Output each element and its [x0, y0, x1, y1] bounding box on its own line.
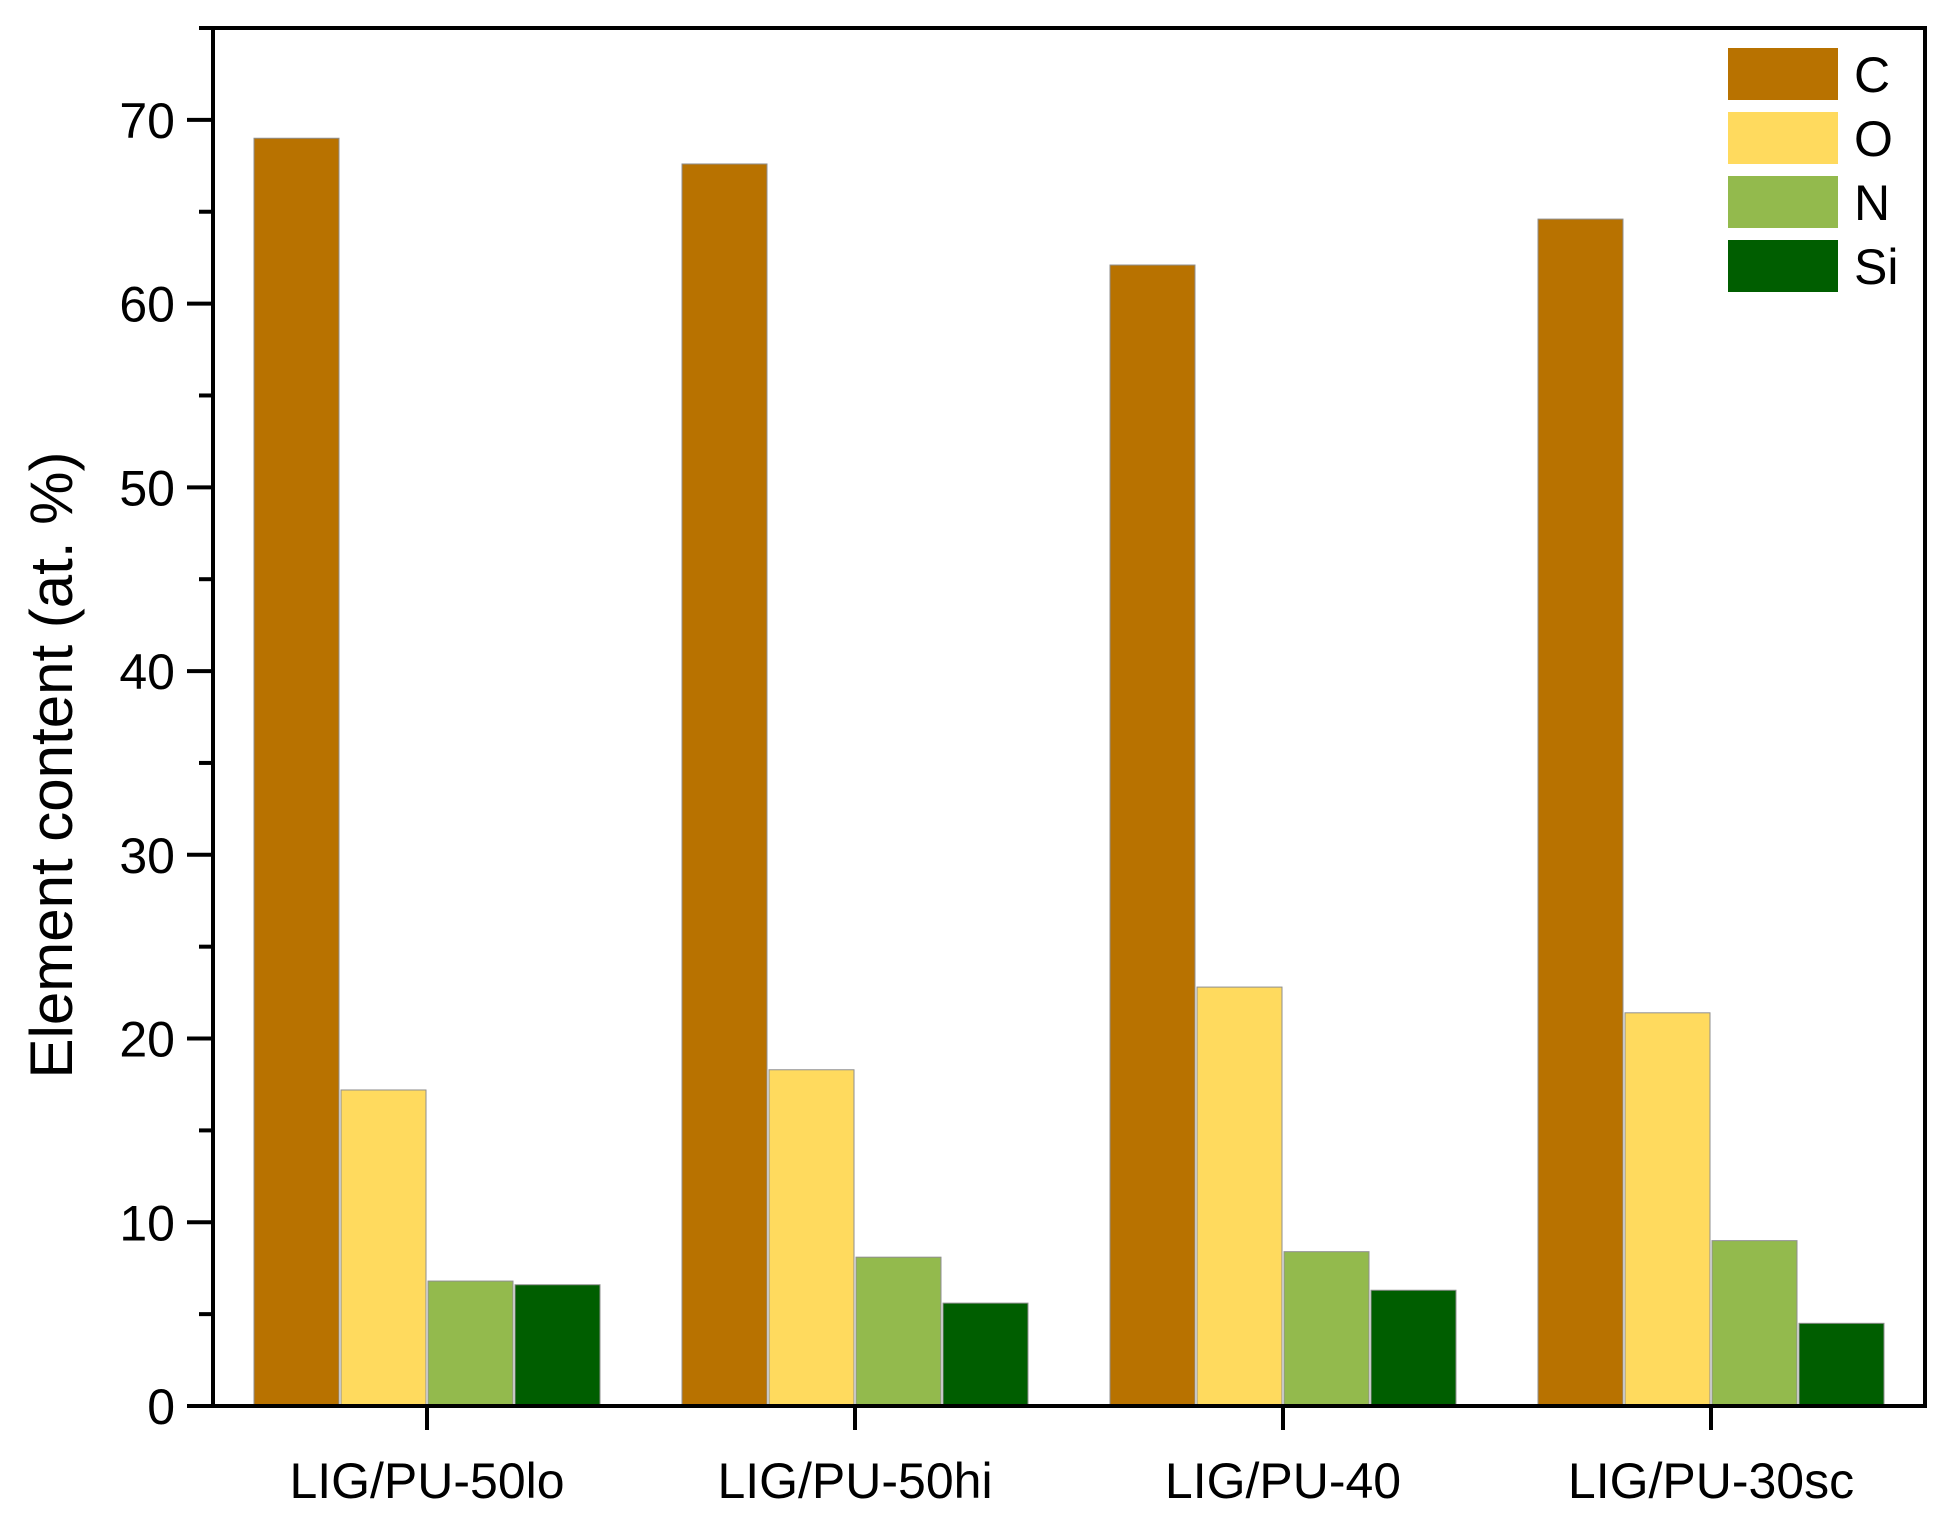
bar-o-2: [768, 1069, 855, 1407]
legend-swatch-o: [1728, 112, 1838, 164]
y-tick-label: 50: [119, 460, 175, 516]
legend-label-si: Si: [1854, 239, 1898, 295]
legend-swatch-c: [1728, 48, 1838, 100]
bar-n-2: [855, 1256, 942, 1407]
bar-n-3: [1283, 1251, 1370, 1407]
bar-o-1: [340, 1089, 427, 1407]
y-tick-label: 70: [119, 93, 175, 149]
x-tick-label: LIG/PU-50lo: [289, 1453, 564, 1509]
y-axis-title: Element content (at. %): [18, 452, 85, 1079]
bar-o-3: [1196, 986, 1283, 1407]
bar-n-1: [427, 1280, 514, 1407]
bar-si-4: [1798, 1322, 1885, 1407]
legend-label-n: N: [1854, 175, 1890, 231]
bar-si-3: [1370, 1289, 1457, 1407]
x-tick-label: LIG/PU-50hi: [717, 1453, 992, 1509]
y-axis: 0 10 20 30 40 50 60 70: [119, 26, 213, 1435]
y-tick-label: 40: [119, 644, 175, 700]
y-tick-label: 20: [119, 1012, 175, 1068]
legend-swatch-n: [1728, 176, 1838, 228]
bar-c-4: [1537, 218, 1624, 1407]
bar-n-4: [1711, 1240, 1798, 1407]
bars-layer: [253, 137, 1885, 1407]
bar-o-4: [1624, 1012, 1711, 1407]
bar-c-2: [681, 163, 768, 1407]
y-tick-label: 60: [119, 277, 175, 333]
legend-label-c: C: [1854, 47, 1890, 103]
legend-swatch-si: [1728, 240, 1838, 292]
x-axis: LIG/PU-50lo LIG/PU-50hi LIG/PU-40 LIG/PU-30…: [289, 1406, 1854, 1509]
bar-si-2: [942, 1302, 1029, 1407]
y-tick-label: 0: [147, 1379, 175, 1435]
legend-label-o: O: [1854, 111, 1893, 167]
y-tick-label: 30: [119, 828, 175, 884]
bar-c-3: [1109, 264, 1196, 1407]
x-tick-label: LIG/PU-30sc: [1568, 1453, 1854, 1509]
bar-c-1: [253, 137, 340, 1407]
legend: CON Si: [1728, 47, 1898, 295]
y-tick-label: 10: [119, 1195, 175, 1251]
bar-si-1: [514, 1284, 601, 1407]
x-tick-label: LIG/PU-40: [1165, 1453, 1401, 1509]
plot-frame: [211, 26, 1927, 1408]
